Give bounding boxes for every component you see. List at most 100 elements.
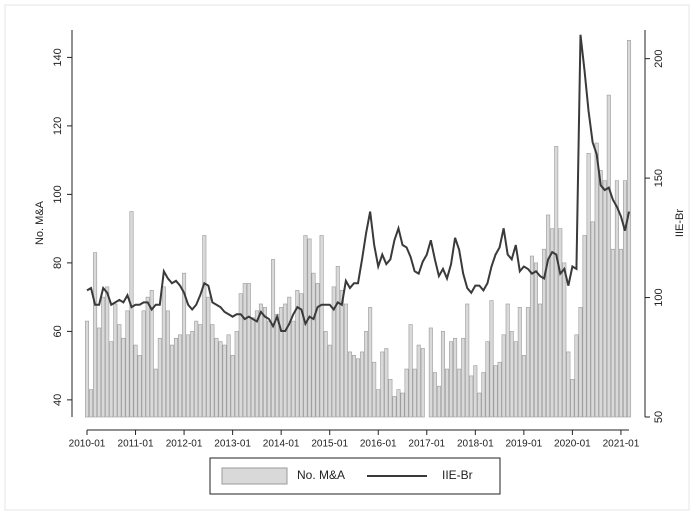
bar bbox=[190, 331, 195, 418]
bar bbox=[578, 307, 583, 418]
x-tick-label: 2019-01 bbox=[506, 439, 543, 450]
bar bbox=[246, 283, 251, 418]
bar bbox=[165, 310, 170, 418]
bar bbox=[141, 310, 146, 418]
y2-tick-label: 150 bbox=[653, 169, 665, 187]
bar bbox=[440, 331, 445, 418]
bar bbox=[218, 341, 223, 418]
bar bbox=[323, 331, 328, 418]
x-tick-label: 2018-01 bbox=[457, 439, 494, 450]
x-tick-label: 2017-01 bbox=[408, 439, 445, 450]
bar bbox=[380, 351, 385, 418]
bar bbox=[485, 341, 490, 418]
bar bbox=[125, 310, 130, 418]
bar bbox=[133, 344, 138, 418]
bar bbox=[347, 351, 352, 418]
legend-label: IIE-Br bbox=[442, 468, 473, 482]
bar bbox=[307, 238, 312, 418]
bar bbox=[178, 334, 183, 418]
bar bbox=[206, 296, 211, 418]
bar bbox=[186, 334, 191, 418]
y2-tick-label: 200 bbox=[653, 49, 665, 67]
bar bbox=[295, 289, 300, 418]
bar bbox=[368, 307, 373, 418]
x-tick-label: 2013-01 bbox=[214, 439, 251, 450]
bar bbox=[509, 331, 514, 418]
bar bbox=[602, 180, 607, 418]
bar bbox=[202, 235, 207, 418]
bar bbox=[89, 389, 94, 418]
bar bbox=[622, 180, 627, 418]
bar bbox=[101, 296, 106, 418]
bar bbox=[214, 337, 219, 418]
bar bbox=[121, 337, 126, 418]
bar bbox=[533, 262, 538, 418]
bar bbox=[149, 289, 154, 418]
bar bbox=[570, 379, 575, 418]
bar bbox=[299, 293, 304, 418]
y2-axis-title: IIE-Br bbox=[674, 209, 686, 237]
bar bbox=[469, 375, 474, 418]
frame bbox=[4, 4, 690, 511]
bar bbox=[234, 331, 239, 418]
x-tick-label: 2015-01 bbox=[311, 439, 348, 450]
x-tick-label: 2012-01 bbox=[166, 439, 203, 450]
bar bbox=[113, 303, 118, 418]
x-tick-label: 2011-01 bbox=[118, 439, 154, 450]
bar bbox=[384, 348, 389, 418]
y-tick-label: 120 bbox=[52, 117, 64, 135]
y-axis-title: No. M&A bbox=[34, 200, 46, 245]
bar bbox=[449, 341, 454, 418]
bar bbox=[226, 334, 231, 418]
bar bbox=[618, 248, 623, 418]
bar bbox=[461, 337, 466, 418]
y-tick-label: 140 bbox=[52, 48, 64, 66]
bar bbox=[408, 324, 413, 418]
bar bbox=[137, 355, 142, 418]
y2-tick-label: 100 bbox=[653, 288, 665, 306]
bar bbox=[250, 317, 255, 418]
bar bbox=[554, 146, 559, 418]
bar bbox=[129, 211, 134, 418]
bar bbox=[598, 170, 603, 418]
x-tick-label: 2016-01 bbox=[360, 439, 397, 450]
bar bbox=[517, 307, 522, 418]
bar bbox=[258, 303, 263, 418]
bar bbox=[364, 331, 369, 418]
bar bbox=[477, 392, 482, 418]
bar bbox=[271, 259, 276, 418]
x-tick-label: 2014-01 bbox=[263, 439, 300, 450]
bar bbox=[85, 320, 90, 418]
x-tick-label: 2021-01 bbox=[603, 439, 640, 450]
bar bbox=[538, 303, 543, 418]
bar bbox=[173, 337, 178, 418]
bar bbox=[606, 94, 611, 418]
bar bbox=[505, 303, 510, 418]
bar bbox=[194, 320, 199, 418]
bar bbox=[117, 324, 122, 418]
bar bbox=[400, 392, 405, 418]
bar bbox=[558, 228, 563, 418]
bar bbox=[291, 320, 296, 418]
y-tick-label: 100 bbox=[52, 185, 64, 203]
y-tick-label: 80 bbox=[52, 257, 64, 269]
bar bbox=[428, 327, 433, 418]
legend-label: No. M&A bbox=[297, 468, 345, 482]
bar bbox=[157, 337, 162, 418]
bar bbox=[412, 368, 417, 418]
bar bbox=[497, 361, 502, 418]
bar bbox=[343, 303, 348, 418]
bar bbox=[279, 307, 284, 418]
bar bbox=[420, 348, 425, 418]
bar bbox=[182, 272, 187, 418]
bar bbox=[339, 289, 344, 418]
bar bbox=[303, 235, 308, 418]
bar bbox=[501, 334, 506, 418]
bar bbox=[109, 341, 114, 418]
bar bbox=[161, 286, 166, 418]
bar bbox=[396, 389, 401, 418]
bar bbox=[432, 372, 437, 418]
bar bbox=[586, 152, 591, 418]
bar bbox=[489, 300, 494, 418]
bar bbox=[356, 358, 361, 418]
